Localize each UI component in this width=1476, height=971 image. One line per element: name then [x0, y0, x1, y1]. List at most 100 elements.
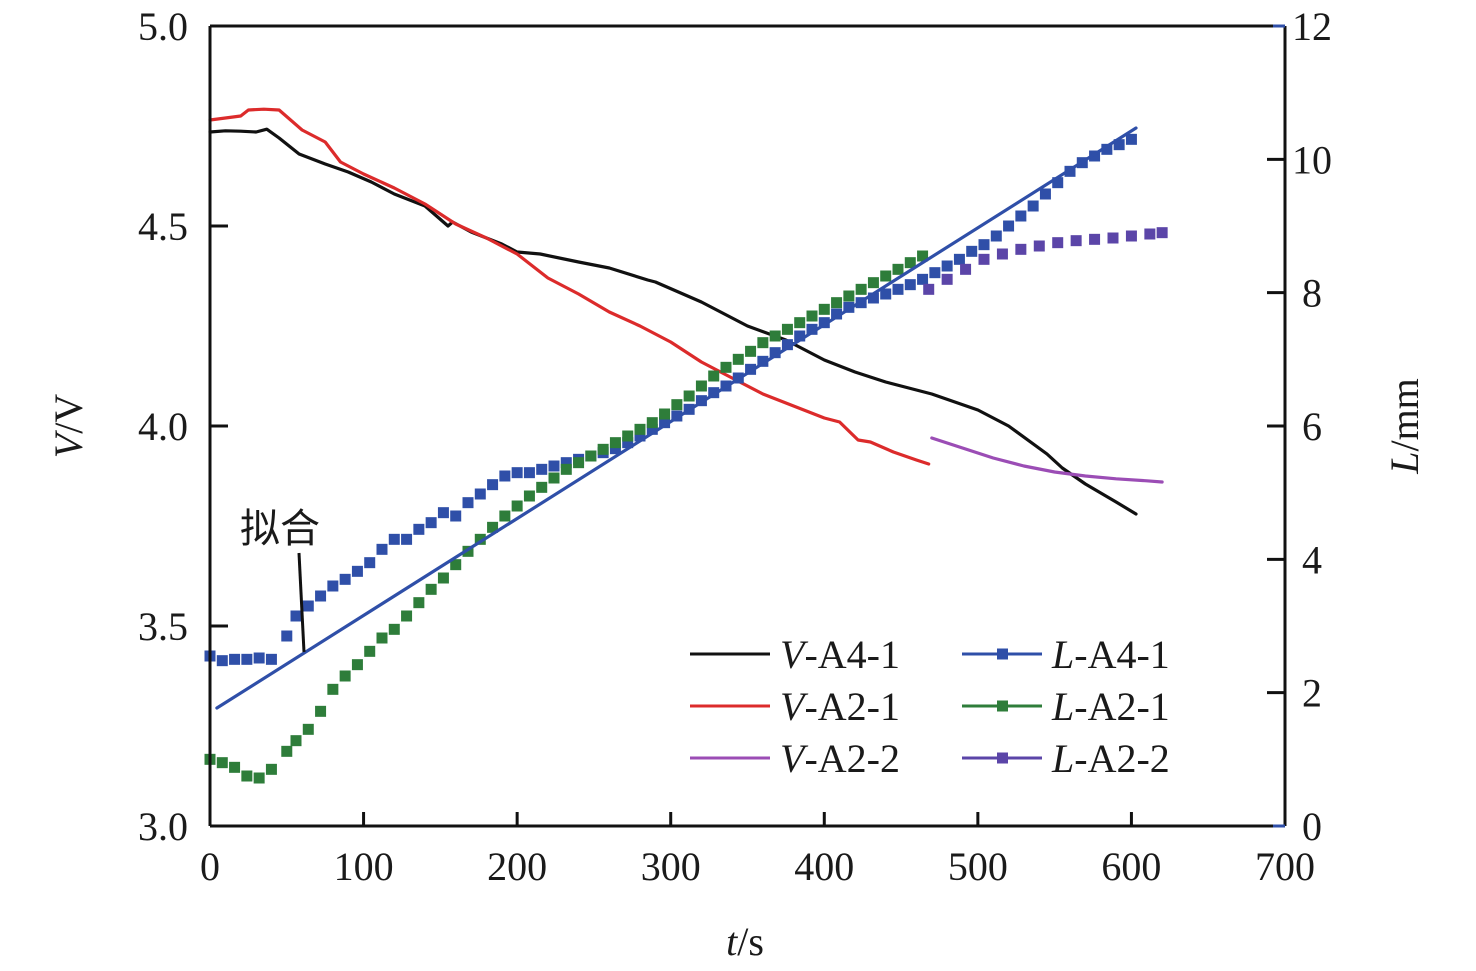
series-v-a2-2 [930, 436, 1164, 484]
y-right-tick-label: 10 [1292, 137, 1332, 182]
data-point [1101, 143, 1113, 155]
data-point [548, 460, 560, 472]
data-point [659, 417, 671, 429]
data-point [917, 250, 929, 262]
data-point [923, 283, 935, 295]
data-point [818, 317, 830, 329]
data-point [708, 370, 720, 382]
data-point [622, 430, 634, 442]
legend-label: V-A2-2 [780, 736, 900, 781]
data-point [511, 467, 523, 479]
legend-label-rest: -A2-2 [804, 736, 900, 781]
data-point [413, 523, 425, 535]
data-point [990, 230, 1002, 242]
y-left-tick-label: 4.0 [138, 404, 188, 449]
data-point [597, 443, 609, 455]
data-point [683, 390, 695, 402]
data-point [536, 481, 548, 493]
y-right-tick-label: 12 [1292, 4, 1332, 49]
legend-label-rest: -A4-1 [1074, 632, 1170, 677]
data-point [941, 260, 953, 272]
series-layer [204, 107, 1168, 784]
data-point [302, 723, 314, 735]
x-tick-label: 400 [794, 844, 854, 889]
data-point [229, 653, 241, 665]
series-l-a2-2 [923, 227, 1168, 295]
data-point [831, 308, 843, 320]
series-v-a4-1 [208, 127, 1138, 516]
data-point [560, 463, 572, 475]
x-tick-label: 300 [641, 844, 701, 889]
data-point [437, 507, 449, 519]
data-point [302, 600, 314, 612]
legend-item-v-a2-1: V-A2-1 [690, 684, 900, 729]
data-point [904, 257, 916, 269]
data-point [265, 653, 277, 665]
legend-item-l-a2-2: L-A2-2 [962, 736, 1170, 781]
data-point [622, 437, 634, 449]
series-line [208, 127, 1138, 516]
fit-annotation-label: 拟合 [240, 506, 320, 552]
legend-label-italic: L [1051, 632, 1074, 677]
data-point [1015, 243, 1027, 255]
data-point [327, 580, 339, 592]
data-point [499, 510, 511, 522]
data-point [769, 330, 781, 342]
data-point [487, 479, 499, 491]
data-point [376, 543, 388, 555]
data-point [474, 488, 486, 500]
data-point [1113, 139, 1125, 151]
series-v-a2-1 [208, 107, 931, 466]
legend-item-v-a2-2: V-A2-2 [690, 736, 900, 781]
data-point [474, 533, 486, 545]
data-point [523, 490, 535, 502]
legend-label-italic: V [780, 632, 809, 677]
data-point [339, 573, 351, 585]
data-point [339, 670, 351, 682]
legend-label-rest: -A4-1 [804, 632, 900, 677]
data-point [671, 399, 683, 411]
legend-swatch-marker [997, 648, 1008, 660]
data-point [401, 533, 413, 545]
legend-label: V-A2-1 [780, 684, 900, 729]
fit-annotation-leader [297, 552, 306, 653]
data-point [388, 623, 400, 635]
data-point [585, 450, 597, 462]
data-point [327, 683, 339, 695]
data-point [560, 457, 572, 469]
x-axis-title: t/s [726, 919, 764, 964]
data-point [867, 292, 879, 304]
data-point [216, 655, 228, 667]
data-point [732, 353, 744, 365]
data-point [892, 263, 904, 275]
y-right-tick-label: 4 [1302, 537, 1322, 582]
data-point [281, 630, 293, 642]
legend-label: V-A4-1 [780, 632, 900, 677]
legend-label: L-A2-2 [1051, 736, 1170, 781]
data-point [413, 597, 425, 609]
data-point [351, 565, 363, 577]
data-point [511, 500, 523, 512]
data-point [253, 652, 265, 664]
data-point [229, 761, 241, 773]
legend-swatch-marker [997, 752, 1008, 764]
y-left-tick-label: 5.0 [138, 4, 188, 49]
data-point [1107, 232, 1119, 244]
data-point [1003, 220, 1015, 232]
data-point [978, 239, 990, 251]
x-tick-label: 100 [334, 844, 394, 889]
data-point [437, 572, 449, 584]
data-point [1156, 227, 1168, 239]
data-point [523, 467, 535, 479]
data-point [966, 245, 978, 257]
data-point [1125, 230, 1137, 242]
series-l-a4-1-fit [215, 126, 1138, 710]
data-point [831, 297, 843, 309]
y-left-tick-label: 4.5 [138, 204, 188, 249]
data-point [388, 533, 400, 545]
data-point [315, 705, 327, 717]
legend: V-A4-1V-A2-1V-A2-2L-A4-1L-A2-1L-A2-2 [690, 632, 1170, 781]
legend-label-rest: -A2-1 [1074, 684, 1170, 729]
data-point [609, 437, 621, 449]
